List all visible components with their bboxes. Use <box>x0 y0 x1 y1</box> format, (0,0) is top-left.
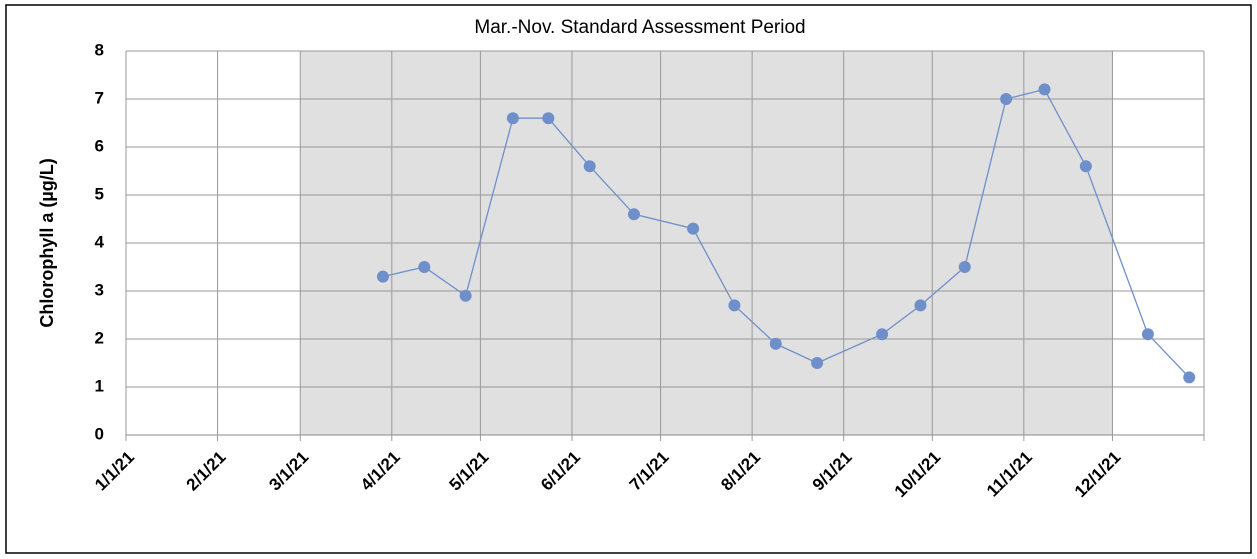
data-point <box>418 261 431 273</box>
y-tick-label: 6 <box>95 136 104 155</box>
data-point <box>728 299 741 312</box>
data-point <box>958 261 971 273</box>
data-point <box>914 299 927 312</box>
y-tick-label: 5 <box>95 184 104 203</box>
data-point <box>459 289 472 302</box>
data-point <box>542 112 555 125</box>
data-point <box>811 357 824 369</box>
y-tick-label: 8 <box>95 40 104 59</box>
data-point <box>1079 160 1092 173</box>
y-axis-label: Chlorophyll a (µg/L) <box>37 158 57 327</box>
data-point <box>1141 328 1154 341</box>
data-point <box>876 328 889 341</box>
data-point <box>376 270 389 283</box>
chart-title: Mar.-Nov. Standard Assessment Period <box>474 17 805 38</box>
data-point <box>1038 83 1051 96</box>
y-tick-label: 1 <box>95 376 104 395</box>
y-tick-label: 2 <box>95 328 104 347</box>
data-point <box>1183 371 1196 384</box>
y-tick-label: 3 <box>95 280 104 299</box>
data-point <box>583 160 596 173</box>
y-tick-label: 0 <box>95 424 104 443</box>
y-tick-label: 4 <box>95 232 105 251</box>
data-point <box>627 208 640 221</box>
data-point <box>769 337 782 350</box>
data-point <box>1000 93 1013 105</box>
data-point <box>506 112 519 125</box>
y-tick-label: 7 <box>95 88 104 107</box>
data-point <box>687 222 700 235</box>
